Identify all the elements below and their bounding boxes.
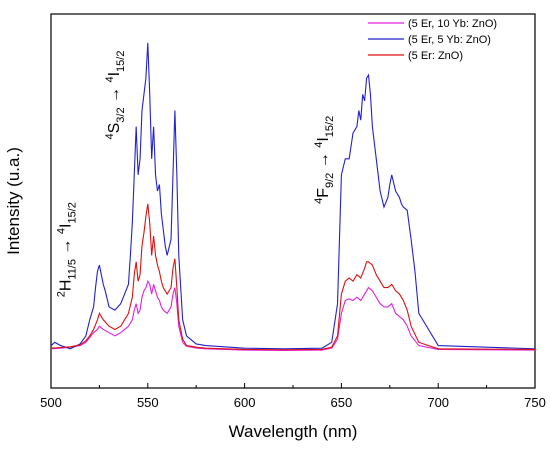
series-line-0 [50,279,536,351]
legend-label-1: (5 Er, 5 Yb: ZnO) [408,34,491,46]
x-tick-label: 750 [524,395,546,410]
y-axis-title: Intensity (u.a.) [4,147,23,255]
x-tick-label: 550 [137,395,159,410]
x-tick-label: 700 [427,395,449,410]
legend-label-0: (5 Er, 10 Yb: ZnO) [408,18,497,30]
annotation-4s: 4S3/2 → 4I15/2 [104,51,127,140]
annotation-2h: 2H11/5 → 4I15/2 [55,202,78,297]
annotation-4f: 4F9/2 → 4I15/2 [313,116,336,204]
x-axis-title: Wavelength (nm) [229,422,358,441]
series-layer [50,42,536,351]
legend-label-2: (5 Er: ZnO) [408,50,463,62]
x-tick-label: 650 [331,395,353,410]
x-axis-ticks: 500 550 600 650 700 750 [40,383,546,410]
annotations: 2H11/5 → 4I15/2 4S3/2 → 4I15/2 4F9/2 → 4I1… [55,51,335,298]
series-line-2 [50,203,536,351]
x-tick-label: 600 [234,395,256,410]
legend: (5 Er, 10 Yb: ZnO) (5 Er, 5 Yb: ZnO) (5 Er… [368,18,497,62]
series-line-1 [50,42,536,350]
x-tick-label: 500 [40,395,62,410]
